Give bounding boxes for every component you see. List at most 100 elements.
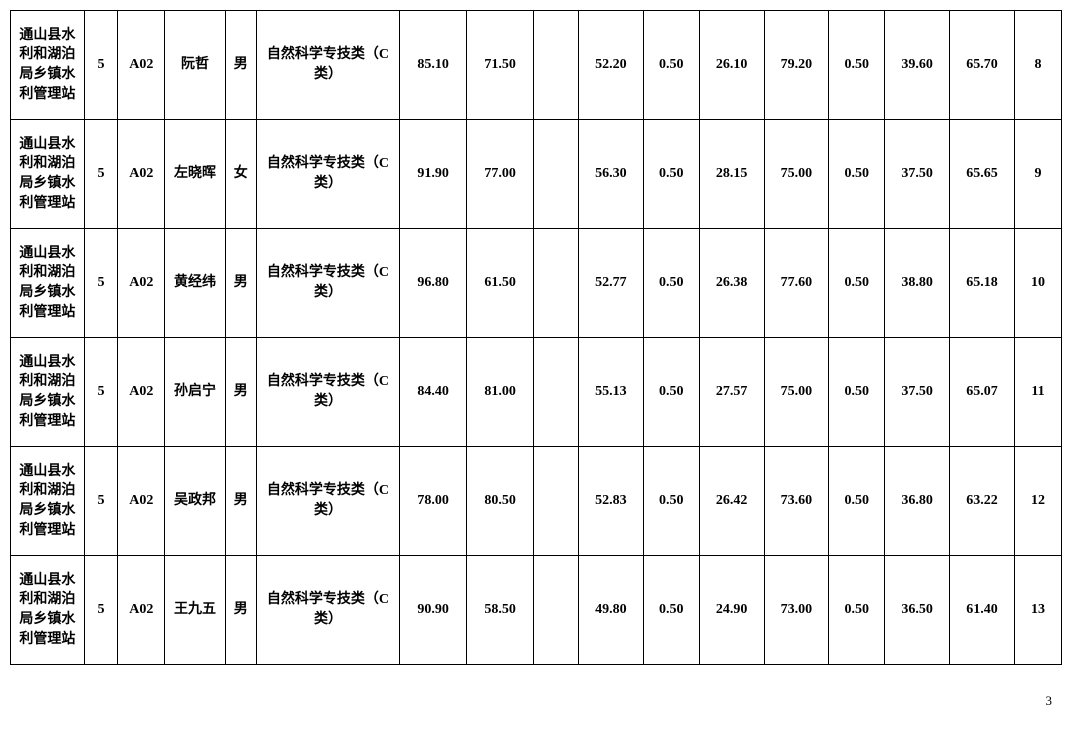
cell: 61.50 bbox=[467, 229, 534, 338]
cell: 0.50 bbox=[829, 11, 885, 120]
cell: 39.60 bbox=[885, 11, 950, 120]
cell bbox=[534, 120, 579, 229]
cell: A02 bbox=[118, 556, 165, 665]
cell: 自然科学专技类（C类） bbox=[256, 447, 399, 556]
cell: 阮哲 bbox=[165, 11, 225, 120]
cell: 男 bbox=[225, 11, 256, 120]
cell: 男 bbox=[225, 229, 256, 338]
table-row: 通山县水利和湖泊局乡镇水利管理站5A02吴政邦男自然科学专技类（C类）78.00… bbox=[11, 447, 1062, 556]
cell: 黄经纬 bbox=[165, 229, 225, 338]
table-row: 通山县水利和湖泊局乡镇水利管理站5A02孙启宁男自然科学专技类（C类）84.40… bbox=[11, 338, 1062, 447]
cell: 36.50 bbox=[885, 556, 950, 665]
cell: 80.50 bbox=[467, 447, 534, 556]
cell: 0.50 bbox=[643, 556, 699, 665]
cell: 52.77 bbox=[578, 229, 643, 338]
cell: 10 bbox=[1014, 229, 1061, 338]
data-table: 通山县水利和湖泊局乡镇水利管理站5A02阮哲男自然科学专技类（C类）85.107… bbox=[10, 10, 1062, 665]
cell: 55.13 bbox=[578, 338, 643, 447]
cell: 24.90 bbox=[699, 556, 764, 665]
table-row: 通山县水利和湖泊局乡镇水利管理站5A02阮哲男自然科学专技类（C类）85.10 7… bbox=[11, 11, 1062, 120]
cell: 自然科学专技类（C类） bbox=[256, 11, 399, 120]
cell: 58.50 bbox=[467, 556, 534, 665]
table-row: 通山县水利和湖泊局乡镇水利管理站5A02黄经纬男自然科学专技类（C类）96.80… bbox=[11, 229, 1062, 338]
cell: 75.00 bbox=[764, 120, 829, 229]
cell bbox=[534, 556, 579, 665]
cell: 8 bbox=[1014, 11, 1061, 120]
cell: 75.00 bbox=[764, 338, 829, 447]
cell: 男 bbox=[225, 447, 256, 556]
cell: 52.83 bbox=[578, 447, 643, 556]
cell: 27.57 bbox=[699, 338, 764, 447]
cell: 13 bbox=[1014, 556, 1061, 665]
cell: 0.50 bbox=[829, 229, 885, 338]
cell: 0.50 bbox=[643, 11, 699, 120]
cell: 26.38 bbox=[699, 229, 764, 338]
cell: 65.70 bbox=[950, 11, 1015, 120]
cell: 通山县水利和湖泊局乡镇水利管理站 bbox=[11, 11, 85, 120]
cell: 5 bbox=[84, 338, 118, 447]
cell: 56.30 bbox=[578, 120, 643, 229]
cell: 0.50 bbox=[643, 447, 699, 556]
cell: 0.50 bbox=[643, 229, 699, 338]
cell bbox=[534, 229, 579, 338]
cell: 28.15 bbox=[699, 120, 764, 229]
table-row: 通山县水利和湖泊局乡镇水利管理站5A02左晓晖女自然科学专技类（C类）91.90… bbox=[11, 120, 1062, 229]
cell: 79.20 bbox=[764, 11, 829, 120]
cell: 男 bbox=[225, 338, 256, 447]
cell: 0.50 bbox=[829, 338, 885, 447]
cell: 65.65 bbox=[950, 120, 1015, 229]
cell: 0.50 bbox=[829, 556, 885, 665]
cell: 0.50 bbox=[643, 338, 699, 447]
cell: 81.00 bbox=[467, 338, 534, 447]
cell: 84.40 bbox=[400, 338, 467, 447]
cell: 38.80 bbox=[885, 229, 950, 338]
cell: 11 bbox=[1014, 338, 1061, 447]
cell: 52.20 bbox=[578, 11, 643, 120]
cell: 通山县水利和湖泊局乡镇水利管理站 bbox=[11, 120, 85, 229]
cell: 77.60 bbox=[764, 229, 829, 338]
cell: 65.07 bbox=[950, 338, 1015, 447]
cell: 9 bbox=[1014, 120, 1061, 229]
cell bbox=[534, 447, 579, 556]
cell: 36.80 bbox=[885, 447, 950, 556]
cell: 5 bbox=[84, 556, 118, 665]
cell: 孙启宁 bbox=[165, 338, 225, 447]
cell: 自然科学专技类（C类） bbox=[256, 338, 399, 447]
table-row: 通山县水利和湖泊局乡镇水利管理站5A02王九五男自然科学专技类（C类）90.90… bbox=[11, 556, 1062, 665]
cell: 左晓晖 bbox=[165, 120, 225, 229]
cell: 5 bbox=[84, 447, 118, 556]
page-number: 3 bbox=[10, 665, 1070, 709]
cell: A02 bbox=[118, 11, 165, 120]
cell: 12 bbox=[1014, 447, 1061, 556]
cell: 26.42 bbox=[699, 447, 764, 556]
cell: 65.18 bbox=[950, 229, 1015, 338]
cell: A02 bbox=[118, 120, 165, 229]
cell: 自然科学专技类（C类） bbox=[256, 120, 399, 229]
cell: 85.10 bbox=[400, 11, 467, 120]
cell: 通山县水利和湖泊局乡镇水利管理站 bbox=[11, 447, 85, 556]
cell: 王九五 bbox=[165, 556, 225, 665]
cell: 73.00 bbox=[764, 556, 829, 665]
cell: 男 bbox=[225, 556, 256, 665]
cell: 49.80 bbox=[578, 556, 643, 665]
cell: 37.50 bbox=[885, 120, 950, 229]
cell: A02 bbox=[118, 338, 165, 447]
cell: A02 bbox=[118, 229, 165, 338]
cell: 自然科学专技类（C类） bbox=[256, 556, 399, 665]
cell: 90.90 bbox=[400, 556, 467, 665]
cell: 91.90 bbox=[400, 120, 467, 229]
cell: 5 bbox=[84, 11, 118, 120]
cell: 0.50 bbox=[829, 447, 885, 556]
cell: 0.50 bbox=[829, 120, 885, 229]
cell: 0.50 bbox=[643, 120, 699, 229]
cell: 77.00 bbox=[467, 120, 534, 229]
cell: 通山县水利和湖泊局乡镇水利管理站 bbox=[11, 229, 85, 338]
cell: A02 bbox=[118, 447, 165, 556]
cell: 78.00 bbox=[400, 447, 467, 556]
cell: 通山县水利和湖泊局乡镇水利管理站 bbox=[11, 556, 85, 665]
cell: 5 bbox=[84, 229, 118, 338]
cell: 女 bbox=[225, 120, 256, 229]
cell: 5 bbox=[84, 120, 118, 229]
cell: 吴政邦 bbox=[165, 447, 225, 556]
cell: 61.40 bbox=[950, 556, 1015, 665]
